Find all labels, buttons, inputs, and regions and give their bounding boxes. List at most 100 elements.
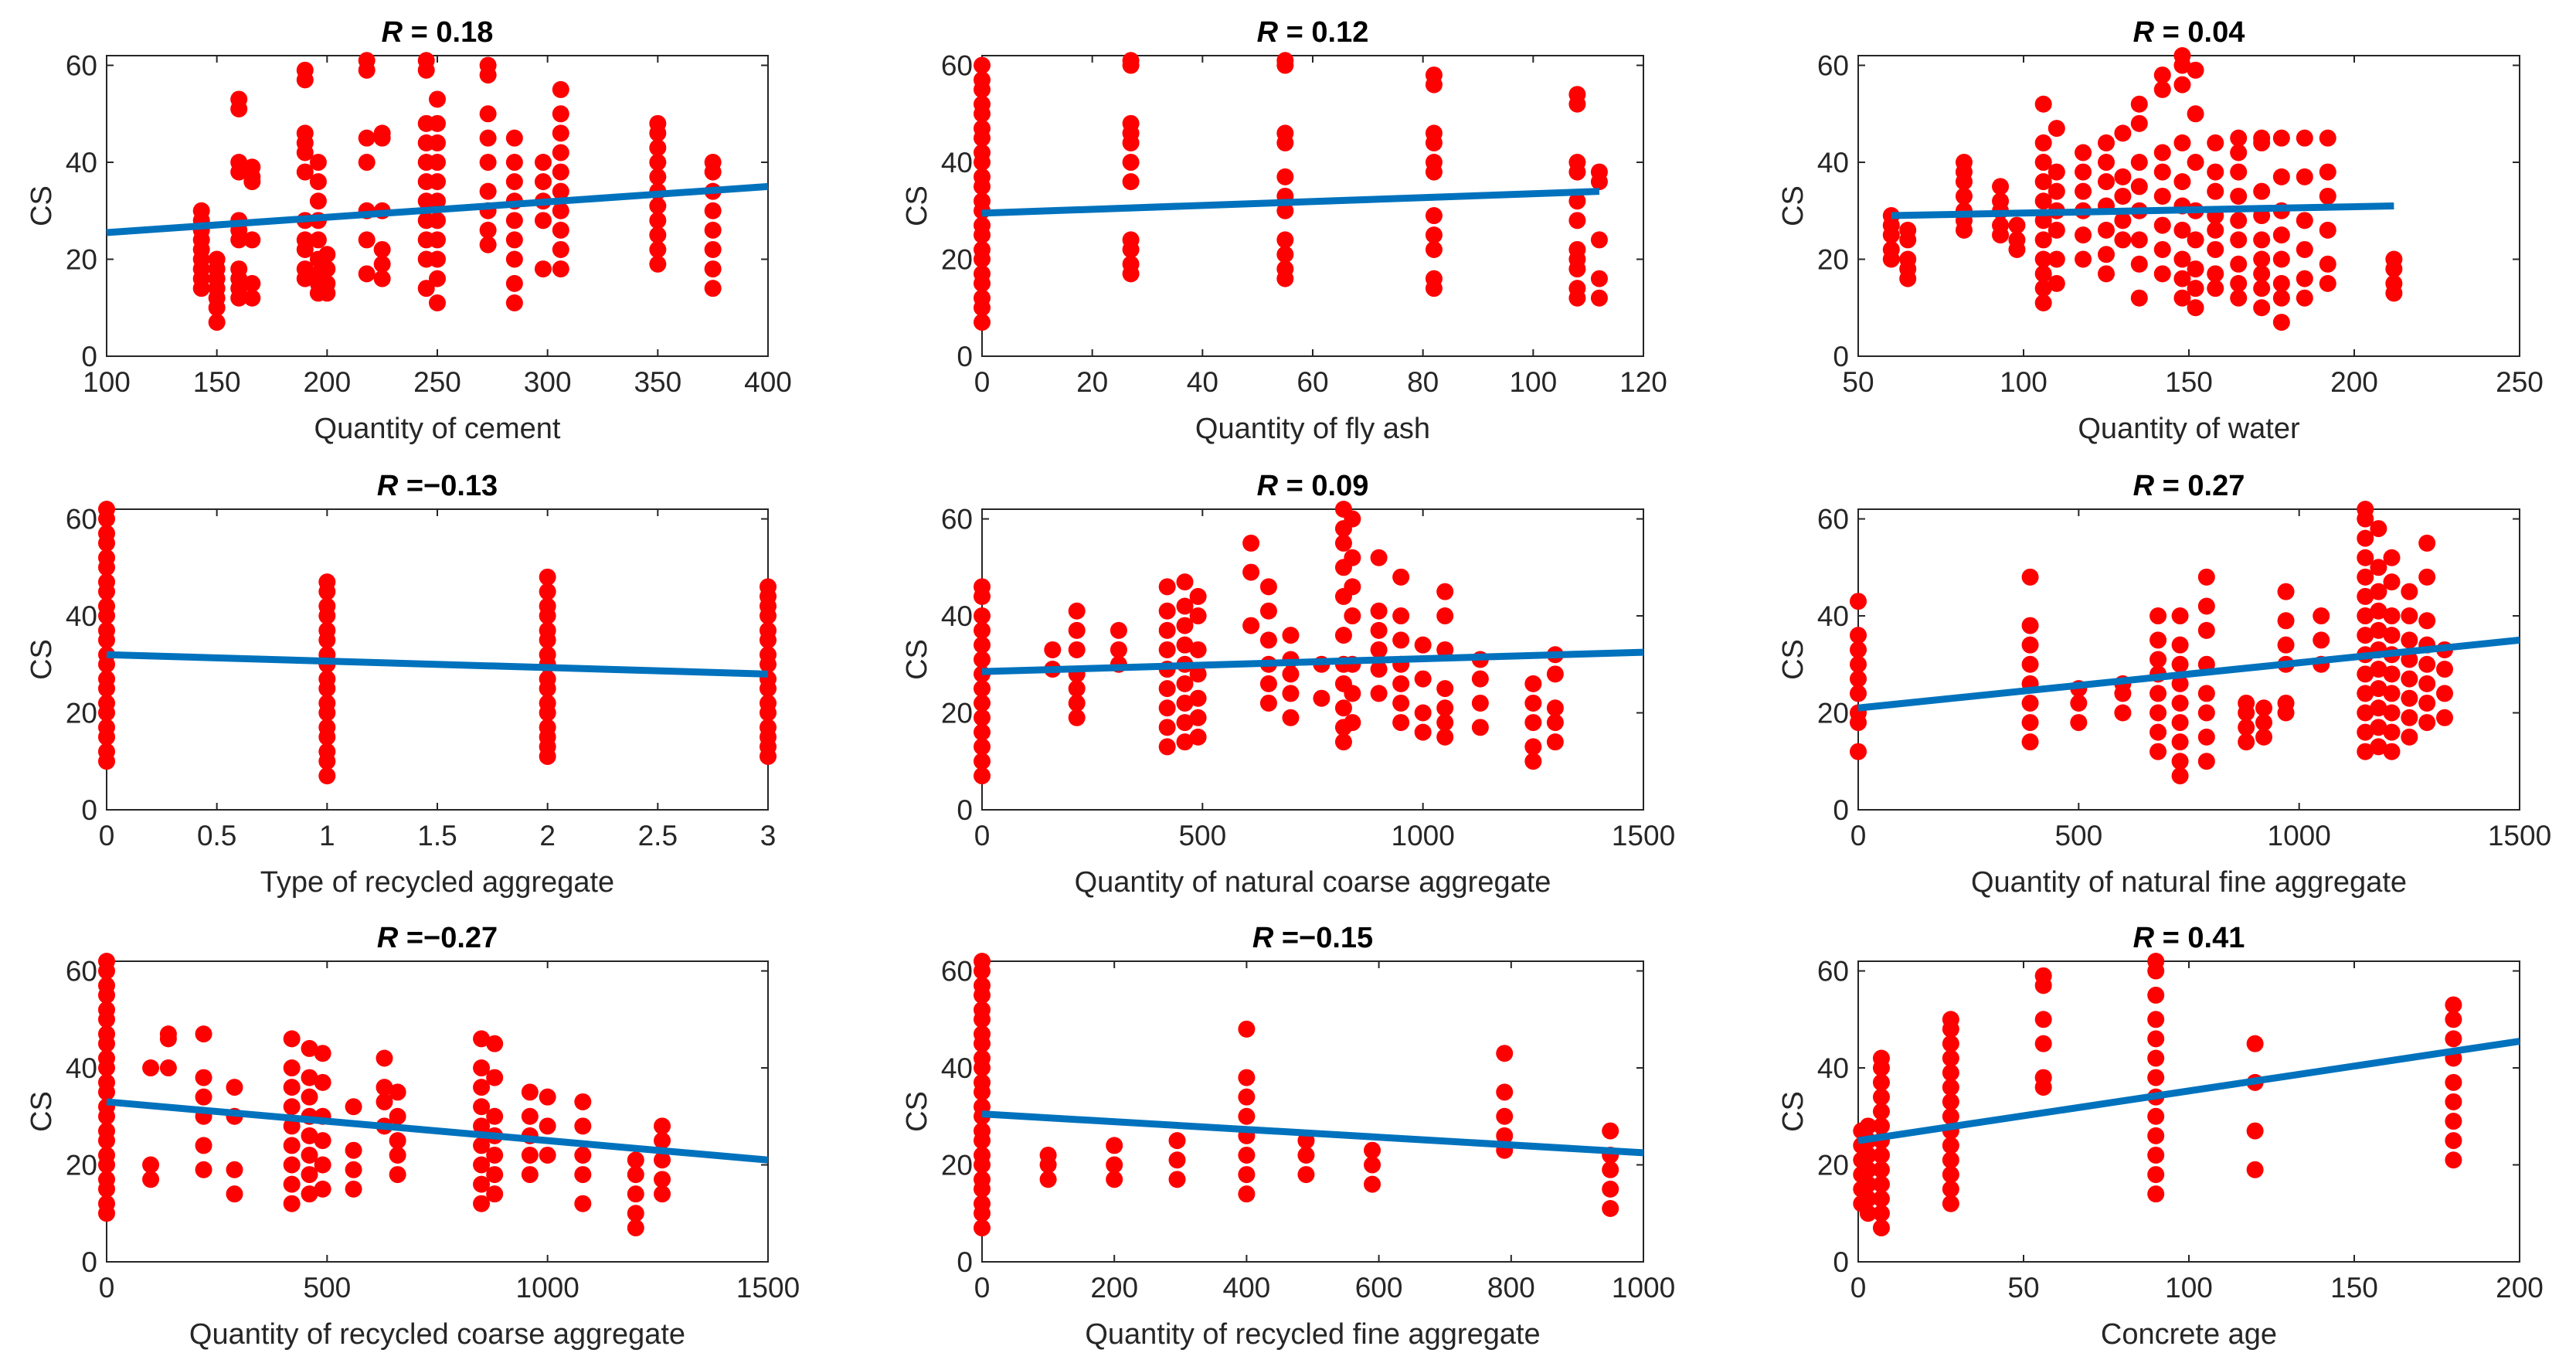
data-point — [2319, 255, 2336, 273]
data-point — [974, 1025, 991, 1043]
x-tick-label: 250 — [413, 366, 461, 398]
data-point — [2149, 723, 2167, 741]
data-point — [704, 154, 722, 172]
data-point — [539, 1146, 556, 1164]
data-point — [521, 1146, 539, 1164]
data-point — [2418, 675, 2436, 692]
data-point — [1850, 743, 1867, 760]
data-point — [1568, 86, 1586, 104]
data-point — [2034, 154, 2052, 172]
panel-title: R = 0.12 — [1257, 16, 1369, 49]
data-point — [760, 578, 777, 596]
data-point — [2197, 568, 2215, 586]
data-point — [486, 1185, 504, 1203]
data-point — [1259, 694, 1277, 712]
data-point — [760, 646, 777, 664]
data-point — [1344, 510, 1361, 528]
data-point — [98, 1001, 115, 1018]
data-point — [2277, 612, 2295, 630]
data-point — [2230, 231, 2248, 249]
data-point — [2370, 661, 2387, 678]
data-point — [226, 1185, 243, 1203]
data-point — [2253, 299, 2271, 317]
data-point — [2230, 144, 2248, 161]
data-point — [486, 1146, 504, 1164]
data-point — [1276, 52, 1294, 70]
data-point — [2070, 714, 2088, 732]
data-point — [974, 120, 991, 138]
data-point — [2357, 549, 2374, 566]
data-point — [2272, 314, 2290, 331]
data-point — [1872, 1073, 1890, 1091]
data-point — [552, 124, 569, 142]
data-point — [2445, 1073, 2462, 1091]
data-point — [1168, 1171, 1186, 1188]
data-point — [1370, 602, 1388, 620]
data-point — [1259, 602, 1277, 620]
data-point — [649, 240, 667, 258]
data-point — [429, 270, 446, 287]
x-tick-label: 200 — [303, 366, 351, 398]
data-point — [2153, 216, 2171, 234]
data-point — [2357, 501, 2374, 518]
data-point — [552, 221, 569, 239]
data-point — [1590, 289, 1608, 307]
x-tick-label: 1000 — [516, 1272, 579, 1304]
data-point — [98, 694, 115, 712]
data-point — [2277, 636, 2295, 654]
data-point — [318, 694, 336, 712]
y-tick-label: 0 — [1833, 341, 1849, 372]
data-point — [2246, 1035, 2264, 1052]
data-point — [2048, 120, 2065, 138]
data-point — [2385, 274, 2403, 292]
x-tick-label: 400 — [1223, 1272, 1271, 1304]
x-tick-label: 0 — [99, 820, 115, 852]
data-point — [1524, 738, 1542, 756]
data-point — [2383, 665, 2401, 683]
data-point — [2147, 1185, 2165, 1203]
data-point — [1590, 270, 1608, 287]
data-point — [1546, 714, 1564, 732]
x-axis-label: Concrete age — [2101, 1318, 2277, 1351]
data-point — [2272, 250, 2290, 268]
data-point — [1189, 587, 1207, 605]
data-point — [627, 1151, 644, 1169]
data-point — [1282, 685, 1300, 702]
data-point — [2230, 187, 2248, 205]
data-point — [2370, 520, 2387, 538]
data-point — [1158, 621, 1176, 639]
y-axis-label: CS — [25, 639, 58, 680]
data-point — [2153, 163, 2171, 181]
data-point — [2171, 694, 2189, 712]
data-point — [159, 1059, 177, 1077]
y-tick-label: 40 — [66, 1052, 97, 1084]
data-point — [539, 568, 556, 586]
data-point — [654, 1151, 671, 1169]
data-point — [1158, 641, 1176, 658]
data-point — [2021, 714, 2039, 732]
data-point — [2401, 689, 2418, 707]
data-point — [2147, 953, 2165, 970]
data-point — [974, 1195, 991, 1212]
data-point — [479, 56, 497, 74]
data-point — [473, 1117, 491, 1135]
regression-line — [1891, 202, 2394, 219]
data-point — [1259, 578, 1277, 596]
data-point — [1568, 154, 1586, 172]
data-point — [2171, 753, 2189, 770]
x-tick-label: 80 — [1407, 366, 1439, 398]
x-tick-label: 200 — [2330, 366, 2378, 398]
data-point — [2296, 168, 2313, 185]
data-point — [2147, 1107, 2165, 1125]
data-point — [373, 124, 391, 142]
data-point — [1942, 1107, 1959, 1125]
x-axis-label: Quantity of water — [2078, 413, 2300, 445]
data-point — [1282, 627, 1300, 644]
data-point — [1942, 1151, 1959, 1169]
data-point — [2277, 583, 2295, 600]
y-tick-label: 40 — [941, 147, 973, 178]
data-point — [1471, 719, 1489, 736]
data-point — [376, 1049, 393, 1067]
data-point — [2418, 694, 2436, 712]
y-tick-label: 40 — [1817, 600, 1849, 632]
